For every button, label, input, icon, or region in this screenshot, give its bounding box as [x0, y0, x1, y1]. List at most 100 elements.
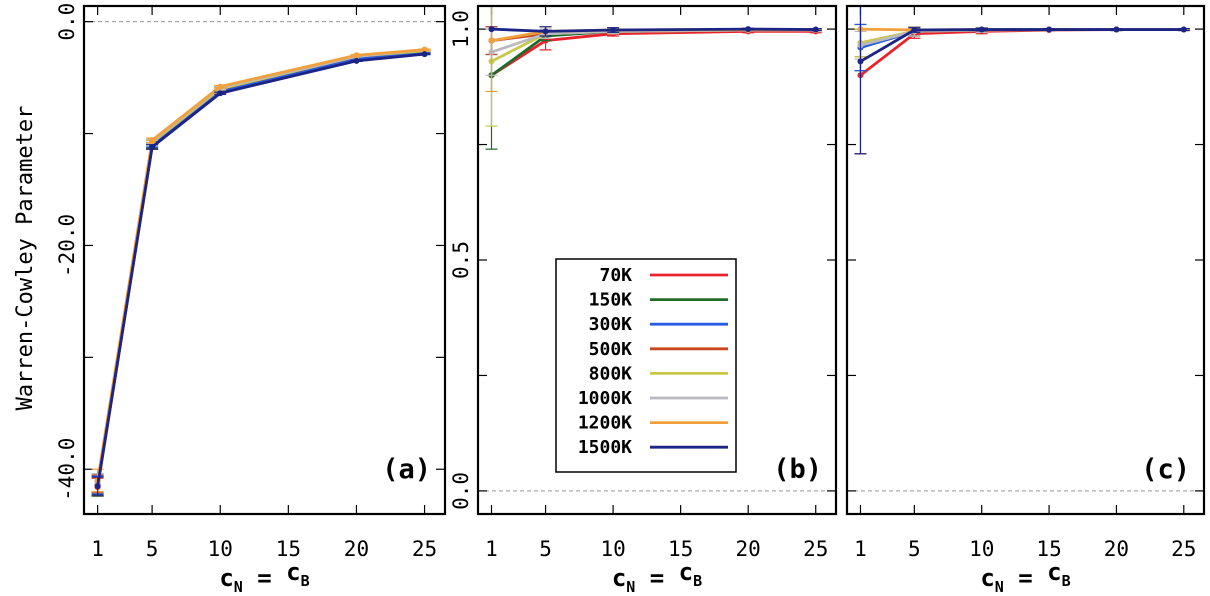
data-point	[488, 26, 495, 33]
series-800K	[485, 6, 822, 127]
series-line	[859, 28, 1184, 63]
x-tick-label: 20	[344, 537, 369, 561]
legend-entry-label: 1000K	[578, 388, 632, 409]
series-300K	[91, 48, 431, 495]
data-point	[421, 46, 428, 53]
x-axis-label-subscript: B	[301, 572, 310, 590]
x-tick-label: 10	[969, 537, 994, 561]
data-point	[745, 26, 752, 33]
legend: 70K 150K 300K 500K 800K 1000K 1200K 1500K	[555, 258, 737, 473]
y-axis-label: Warren-Cowley Parameter	[13, 106, 38, 411]
x-axis-label-part: c	[1047, 558, 1061, 586]
x-axis-label-subscript: N	[626, 578, 635, 596]
x-axis-label-part: c	[679, 558, 693, 586]
series-line	[96, 48, 425, 481]
series-150K	[91, 49, 431, 497]
data-point	[1180, 26, 1187, 33]
panel-c: 1 5 10 15 20 25(c)cN = cB	[845, 4, 1206, 596]
data-point	[149, 137, 156, 144]
data-point	[149, 143, 156, 150]
x-axis-label-part: c	[612, 564, 626, 592]
x-tick-label: 20	[1104, 537, 1129, 561]
panel-label: (c)	[1141, 454, 1190, 485]
legend-entry-label: 1500K	[578, 437, 632, 458]
legend-box	[555, 258, 737, 473]
data-point	[1046, 26, 1053, 33]
y-tick-label: 0.0	[55, 3, 79, 41]
plot-frame	[845, 4, 1206, 516]
x-tick-label: 15	[276, 537, 301, 561]
series-1500K	[854, 6, 1190, 155]
y-tick-label: 0.5	[449, 241, 473, 279]
x-axis-label-part: c	[286, 558, 300, 586]
x-axis-label-subscript: N	[995, 578, 1004, 596]
x-tick-label: 5	[146, 537, 159, 561]
data-point	[353, 52, 360, 59]
data-point	[1113, 26, 1120, 33]
panel-a: 0.0-20.0-40.01 5 10 15 20 25(a)cN = cB	[55, 3, 447, 596]
x-axis-label: cN = cB	[219, 558, 309, 596]
series-1200K	[485, 6, 822, 93]
series-line	[96, 49, 425, 485]
data-point	[542, 28, 549, 35]
x-axis-label: cN = cB	[612, 558, 702, 596]
data-point	[217, 90, 224, 97]
series-70K	[91, 49, 431, 497]
series-1000K	[91, 46, 431, 493]
series-1500K	[91, 51, 431, 496]
panel-label: (b)	[773, 454, 822, 485]
series-line	[96, 48, 425, 483]
plot-frame	[476, 4, 838, 516]
y-tick-label: 0.0	[449, 472, 473, 510]
x-axis-label-subscript: N	[234, 578, 243, 596]
series-line	[96, 51, 425, 488]
panel-label: (a)	[382, 454, 431, 485]
series-1200K	[91, 46, 431, 493]
series-800K	[91, 47, 431, 493]
series-1500K	[488, 26, 822, 37]
data-point	[217, 83, 224, 90]
x-tick-label: 20	[736, 537, 761, 561]
legend-entry-label: 500K	[589, 339, 633, 360]
data-point	[911, 27, 918, 34]
data-point	[857, 58, 864, 65]
x-tick-label: 1	[91, 537, 104, 561]
data-point	[978, 26, 985, 33]
x-tick-label: 10	[600, 537, 625, 561]
x-axis-label-subscript: B	[693, 572, 702, 590]
x-axis-label-part: =	[635, 564, 678, 592]
panel-b: 1.00.50.01 5 10 15 20 25(b)cN = cB	[449, 4, 838, 596]
data-point	[488, 37, 495, 44]
x-tick-label: 15	[668, 537, 693, 561]
x-tick-label: 25	[1171, 537, 1196, 561]
x-axis-label: cN = cB	[980, 558, 1070, 596]
series-line	[96, 52, 425, 487]
data-point	[94, 483, 101, 490]
x-tick-label: 25	[412, 537, 437, 561]
data-point	[610, 27, 617, 34]
x-tick-label: 5	[908, 537, 921, 561]
x-axis-label-part: c	[980, 564, 994, 592]
x-tick-label: 1	[485, 537, 498, 561]
series-line	[96, 50, 425, 486]
legend-entry-label: 300K	[589, 314, 633, 335]
x-tick-label: 15	[1036, 537, 1061, 561]
x-tick-label: 5	[539, 537, 552, 561]
legend-entry-label: 1200K	[578, 413, 632, 434]
plot-frame	[82, 4, 447, 516]
series-150K	[485, 6, 822, 150]
x-tick-label: 25	[803, 537, 828, 561]
data-point	[353, 57, 360, 64]
y-tick-label: -20.0	[55, 214, 79, 277]
x-axis-label-part: c	[219, 564, 233, 592]
y-tick-label: -40.0	[55, 438, 79, 501]
x-axis-label-part: =	[243, 564, 286, 592]
x-axis-label-subscript: B	[1062, 572, 1071, 590]
legend-entry-label: 70K	[599, 265, 632, 286]
x-tick-label: 1	[854, 537, 867, 561]
series-line	[96, 49, 425, 483]
series-500K	[91, 47, 431, 494]
legend-entry-label: 150K	[589, 290, 633, 311]
data-point	[421, 51, 428, 58]
